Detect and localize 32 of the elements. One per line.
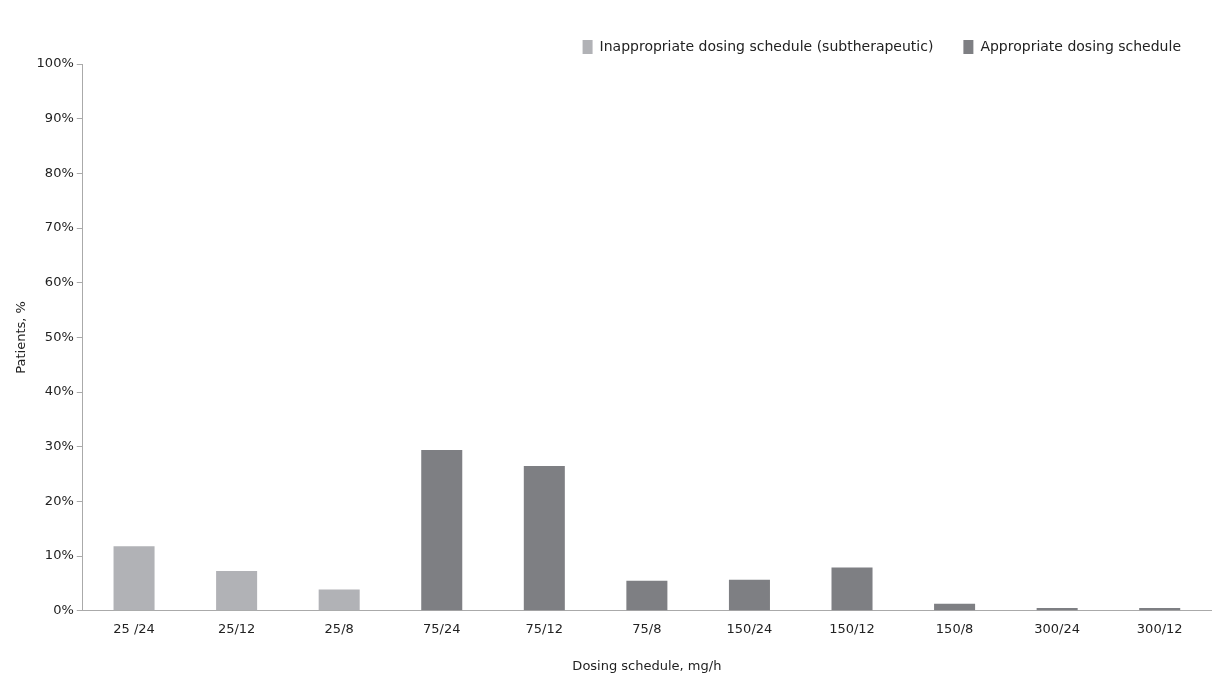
legend-label: Appropriate dosing schedule bbox=[980, 37, 1182, 54]
y-tick-label: 50% bbox=[44, 328, 74, 344]
y-tick-label: 40% bbox=[44, 383, 74, 399]
bar bbox=[728, 579, 770, 611]
x-tick-label: 150/8 bbox=[935, 620, 974, 636]
y-tick-label: 30% bbox=[44, 438, 74, 454]
y-tick-label: 90% bbox=[44, 110, 74, 126]
x-axis-title: Dosing schedule, mg/h bbox=[572, 657, 722, 673]
x-tick-label: 75/8 bbox=[632, 620, 662, 636]
x-tick-label: 25/12 bbox=[217, 620, 256, 636]
x-tick-label: 300/12 bbox=[1136, 620, 1183, 636]
bar bbox=[934, 603, 976, 611]
bar bbox=[831, 567, 873, 611]
bar bbox=[421, 450, 463, 611]
y-tick-label: 0% bbox=[53, 602, 74, 618]
x-tick-label: 75/24 bbox=[423, 620, 461, 636]
x-tick-label: 300/24 bbox=[1034, 620, 1081, 636]
y-tick-label: 10% bbox=[44, 547, 74, 563]
y-tick-label: 70% bbox=[44, 219, 74, 235]
y-tick-label: 100% bbox=[36, 55, 74, 71]
legend-label: Inappropriate dosing schedule (subtherapeutic) bbox=[599, 37, 934, 54]
x-tick-label: 25 /24 bbox=[113, 620, 155, 636]
y-tick-label: 80% bbox=[44, 164, 74, 180]
y-tick-label: 20% bbox=[44, 492, 74, 508]
x-tick-label: 150/12 bbox=[829, 620, 875, 636]
bar bbox=[523, 465, 565, 611]
bar bbox=[626, 580, 668, 611]
y-tick-label: 60% bbox=[44, 274, 74, 290]
x-tick-label: 150/24 bbox=[726, 620, 773, 636]
x-tick-label: 75/12 bbox=[525, 620, 564, 636]
x-tick-label: 25/8 bbox=[324, 620, 354, 636]
y-axis-title: Patients, % bbox=[13, 301, 29, 374]
